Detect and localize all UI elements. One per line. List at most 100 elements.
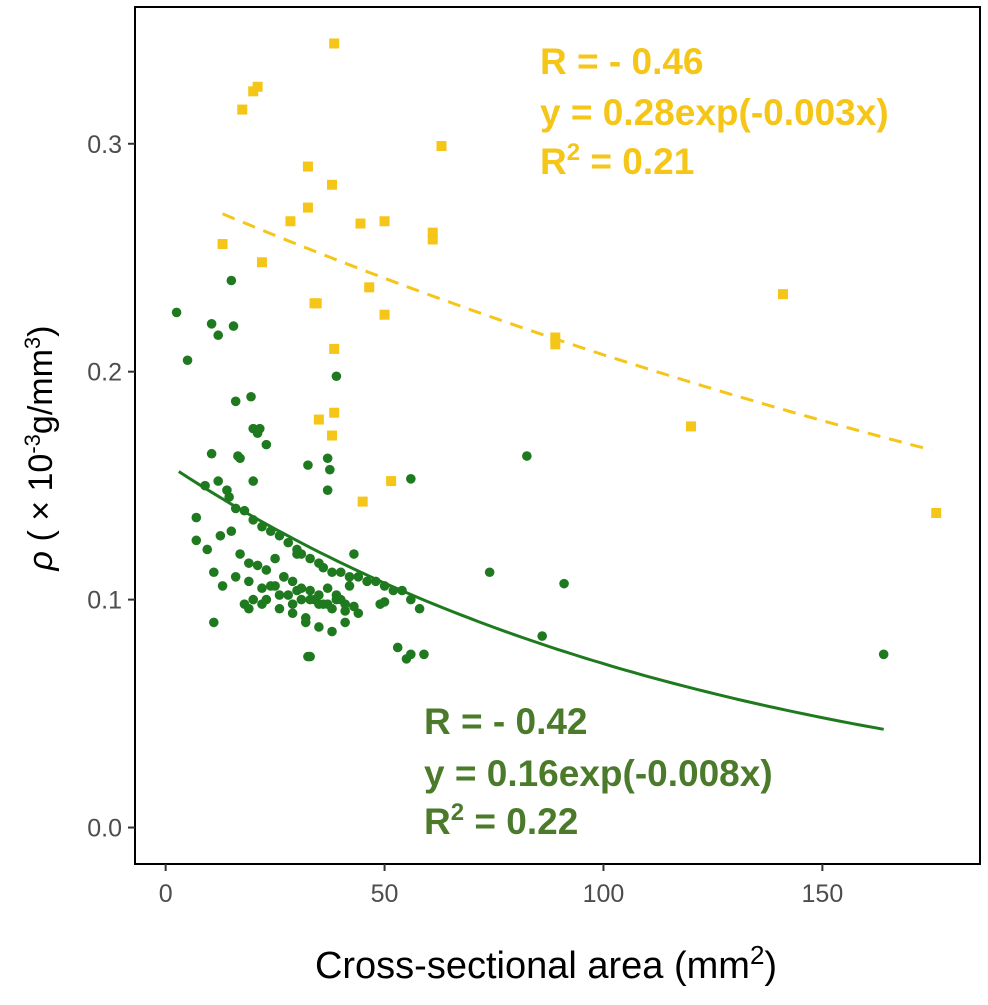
yellow-point xyxy=(329,38,340,49)
green-point xyxy=(340,617,350,628)
green-r-squared: R2 = 0.22 xyxy=(424,799,578,842)
green-point xyxy=(213,476,223,486)
yellow-point xyxy=(379,309,390,320)
yellow-point xyxy=(285,216,296,227)
y-tick-label: 0.3 xyxy=(87,131,122,159)
green-point xyxy=(257,583,267,594)
green-point xyxy=(344,572,355,582)
green-point xyxy=(305,594,315,605)
green-point xyxy=(230,572,241,582)
yellow-point xyxy=(302,161,313,172)
green-equation: y = 0.16exp(-0.008x) xyxy=(424,753,773,794)
yellow-r-value: R = - 0.46 xyxy=(540,41,704,82)
green-point xyxy=(349,549,359,559)
green-point xyxy=(331,371,342,382)
green-point xyxy=(252,560,263,571)
green-point xyxy=(215,530,226,541)
green-point xyxy=(414,603,425,614)
green-point xyxy=(244,558,254,568)
green-point xyxy=(300,617,311,628)
yellow-point xyxy=(357,496,368,507)
green-point xyxy=(230,396,241,407)
green-point xyxy=(217,581,228,591)
green-point xyxy=(362,576,372,587)
green-point xyxy=(235,453,245,464)
green-point xyxy=(287,599,298,609)
green-point xyxy=(235,549,245,559)
yellow-equation: y = 0.28exp(-0.003x) xyxy=(540,92,889,133)
yellow-fit-curve xyxy=(222,212,933,452)
green-r-value: R = - 0.42 xyxy=(424,701,588,742)
x-tick-label: 0 xyxy=(159,880,173,908)
green-point xyxy=(244,603,254,614)
y-tick-label: 0.1 xyxy=(87,587,122,615)
green-point xyxy=(265,526,276,537)
green-point xyxy=(287,608,298,619)
yellow-annotation: R = - 0.46 y = 0.28exp(-0.003x) R2 = 0.2… xyxy=(540,41,889,182)
yellow-point xyxy=(355,218,366,229)
yellow-point xyxy=(427,227,438,238)
green-point xyxy=(283,590,294,600)
yellow-point xyxy=(327,179,338,190)
yellow-point xyxy=(329,407,340,418)
yellow-point xyxy=(237,104,248,115)
green-point xyxy=(191,535,202,546)
green-point xyxy=(248,476,259,486)
green-point xyxy=(171,307,182,318)
green-point xyxy=(322,453,333,464)
green-point xyxy=(406,649,416,660)
x-axis-title: Cross-sectional area (mm2) xyxy=(315,940,777,987)
green-point xyxy=(344,581,355,591)
green-point xyxy=(325,464,335,475)
green-point xyxy=(335,567,346,578)
green-point xyxy=(248,515,259,525)
x-tick-label: 50 xyxy=(371,880,399,908)
yellow-point xyxy=(327,430,338,441)
x-tick-label: 150 xyxy=(802,880,844,908)
green-point xyxy=(305,585,315,596)
yellow-point xyxy=(248,86,259,97)
green-point xyxy=(200,480,210,491)
green-point xyxy=(261,565,272,575)
green-point xyxy=(406,474,416,484)
green-point xyxy=(522,451,532,461)
green-point xyxy=(484,567,495,578)
green-point xyxy=(322,583,333,594)
yellow-point xyxy=(311,298,322,309)
green-point xyxy=(327,626,337,637)
yellow-point xyxy=(364,282,375,293)
green-point xyxy=(379,581,390,591)
green-point xyxy=(340,606,350,616)
green-point xyxy=(244,576,254,587)
green-point xyxy=(257,521,267,532)
green-fit-curve xyxy=(177,470,884,731)
green-point xyxy=(327,603,337,614)
green-point xyxy=(292,549,302,559)
yellow-point xyxy=(329,343,340,354)
green-point xyxy=(353,572,364,582)
green-point xyxy=(209,617,219,628)
green-point xyxy=(224,492,234,502)
green-point xyxy=(202,544,213,555)
green-point xyxy=(318,562,329,573)
yellow-point xyxy=(686,421,697,432)
yellow-point xyxy=(550,332,561,343)
green-point xyxy=(331,590,342,600)
y-axis-title: ρ ( × 10-3g/mm3) xyxy=(20,326,60,572)
green-point xyxy=(261,439,272,450)
green-point xyxy=(314,622,324,632)
green-point xyxy=(559,578,569,589)
green-point xyxy=(265,581,276,591)
green-point xyxy=(209,567,219,578)
green-point xyxy=(257,599,267,609)
green-point xyxy=(292,585,302,596)
yellow-point xyxy=(217,239,228,250)
yellow-point xyxy=(256,257,267,268)
green-point xyxy=(254,423,265,434)
green-point xyxy=(230,503,241,514)
green-point xyxy=(353,608,364,619)
x-tick-label: 100 xyxy=(583,880,625,908)
green-point xyxy=(206,319,217,329)
green-point xyxy=(419,649,429,660)
green-point xyxy=(287,576,298,587)
